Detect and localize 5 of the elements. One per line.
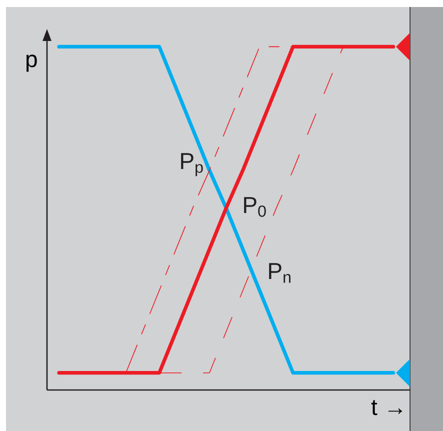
x-axis-title: t → [371,400,402,415]
annotation: P$_{0}$ [244,196,266,217]
annotation: P$_{n}$ [269,262,290,283]
annotation: P$_{p}$ [181,152,203,176]
y-axis-title: p [26,54,37,72]
